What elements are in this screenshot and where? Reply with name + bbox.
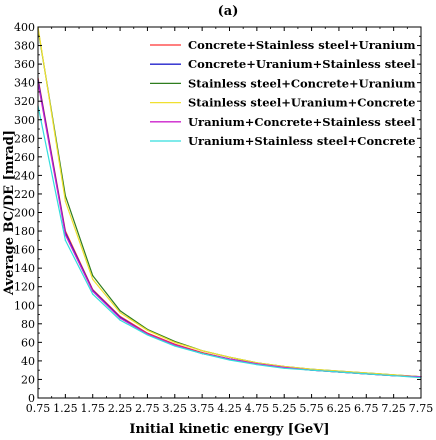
legend-label: Uranium+Concrete+Stainless steel [188,115,416,129]
x-tick-label: 5.25 [272,402,297,415]
y-tick-label: 300 [14,114,35,127]
x-tick-label: 5.75 [299,402,324,415]
data-point [174,345,176,347]
data-point [228,359,231,361]
legend-label: Uranium+Stainless steel+Concrete [188,134,415,148]
data-point [310,368,313,370]
y-tick-label: 380 [14,40,35,53]
y-tick-label: 220 [14,188,35,201]
data-point [64,239,66,241]
x-tick-label: 7.75 [409,402,434,415]
data-point [64,200,66,202]
data-point [92,293,94,295]
data-point [201,352,203,355]
legend: Concrete+Stainless steel+Uranium Concrete… [150,38,416,148]
x-tick-label: 1.25 [53,402,78,415]
y-tick-label: 340 [14,77,35,90]
y-tick-label: 360 [14,58,35,71]
y-tick-label: 320 [14,95,35,108]
y-tick-label: 280 [14,132,35,145]
x-tick-label: 1.75 [80,402,105,415]
legend-label: Concrete+Stainless steel+Uranium [188,38,415,52]
x-tick-label: 2.75 [135,402,160,415]
y-tick-label: 240 [14,169,35,182]
y-tick-label: 80 [21,318,35,331]
data-point [338,371,340,373]
y-tick-label: 260 [14,151,35,164]
x-tick-label: 7.25 [381,402,406,415]
y-tick-label: 200 [14,207,35,220]
x-tick-label: 2.25 [108,402,133,415]
x-tick-label: 4.25 [217,402,242,415]
x-tick-label: 0.75 [26,402,51,415]
data-point [92,290,94,292]
y-tick-label: 100 [14,299,35,312]
data-point [310,369,313,371]
legend-label: Concrete+Uranium+Stainless steel [188,57,416,71]
data-point [119,312,121,314]
data-point [92,274,94,277]
data-point [64,234,66,236]
data-point [92,278,94,280]
data-point [393,375,395,377]
data-point [365,373,367,375]
y-tick-label: 40 [21,355,35,368]
data-point [146,334,149,336]
data-point [146,329,149,331]
y-tick-label: 120 [14,281,35,294]
x-tick-label: 6.25 [327,402,352,415]
y-tick-label: 20 [21,373,35,386]
y-tick-label: 60 [21,336,35,349]
y-tick-label: 140 [14,262,35,275]
y-tick-label: 180 [14,225,35,238]
legend-label: Stainless steel+Concrete+Uranium [188,76,415,90]
chart-title: (a) [218,4,239,19]
data-point [283,367,285,369]
data-point [365,372,367,374]
x-tick-label: 3.75 [190,402,215,415]
x-tick-label: 3.25 [163,402,188,415]
data-point [228,356,231,358]
data-point [119,317,121,319]
y-tick-label: 0 [28,392,35,405]
legend-label: Stainless steel+Uranium+Concrete [188,96,415,110]
data-point [201,350,203,352]
y-axis-title: Average BC/DE [mrad] [2,130,17,296]
data-point [119,310,121,312]
x-axis-title: Initial kinetic energy [GeV] [129,422,329,437]
data-point [174,341,176,343]
y-tick-label: 400 [14,21,35,34]
data-point [256,364,258,366]
x-tick-label: 6.75 [354,402,379,415]
x-tick-label: 4.75 [245,402,270,415]
y-tick-label: 160 [14,244,35,257]
data-point [119,319,121,321]
